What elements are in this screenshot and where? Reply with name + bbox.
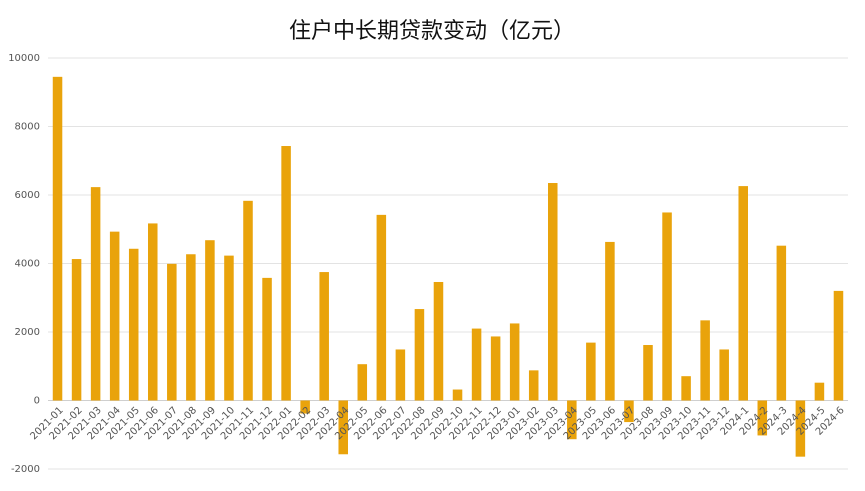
chart-title: 住户中长期贷款变动（亿元） xyxy=(289,19,575,44)
bar xyxy=(433,281,444,401)
y-tick-label: 10000 xyxy=(8,53,40,64)
y-tick-label: 8000 xyxy=(15,122,40,133)
bar xyxy=(662,212,672,401)
y-tick-label: 4000 xyxy=(15,259,40,270)
bar xyxy=(224,255,234,401)
bar xyxy=(167,263,177,401)
bar xyxy=(795,400,806,457)
bar xyxy=(528,370,539,401)
bar xyxy=(814,382,825,401)
bar xyxy=(414,309,425,401)
bar xyxy=(700,320,710,401)
bar xyxy=(186,254,196,401)
bar xyxy=(281,146,291,401)
bar xyxy=(643,345,653,401)
y-tick-label: 0 xyxy=(34,396,40,407)
bar xyxy=(243,200,253,401)
bar xyxy=(357,364,368,401)
bar xyxy=(567,400,577,440)
bar xyxy=(776,245,787,401)
bar xyxy=(71,259,82,401)
bar xyxy=(452,389,463,401)
y-tick-label: -2000 xyxy=(11,464,40,475)
bar xyxy=(128,248,139,401)
bar xyxy=(109,231,120,401)
bar xyxy=(738,186,748,401)
bar xyxy=(338,400,348,455)
y-tick-label: 2000 xyxy=(15,327,40,338)
bar xyxy=(586,342,596,401)
bar xyxy=(52,76,63,401)
bar xyxy=(90,187,101,401)
bar xyxy=(833,290,844,401)
bar xyxy=(395,349,406,401)
bar xyxy=(757,400,768,436)
bar xyxy=(300,400,310,414)
bar xyxy=(471,328,482,401)
bar xyxy=(262,277,272,401)
bar xyxy=(509,323,520,401)
bar xyxy=(681,376,691,401)
bar xyxy=(624,400,634,423)
bar xyxy=(319,272,329,401)
y-tick-label: 6000 xyxy=(15,190,40,201)
bar xyxy=(605,241,615,401)
bar xyxy=(490,336,501,401)
bar xyxy=(548,183,558,401)
bar xyxy=(376,214,387,401)
bar xyxy=(719,349,729,401)
bar xyxy=(148,223,158,401)
bar xyxy=(205,240,215,401)
